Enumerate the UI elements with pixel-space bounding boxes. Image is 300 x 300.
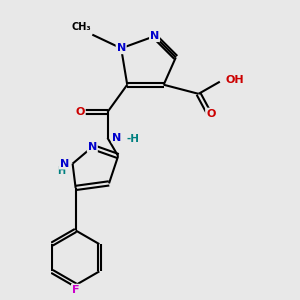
Text: O: O: [76, 107, 85, 117]
Text: F: F: [72, 285, 80, 295]
Text: OH: OH: [226, 75, 244, 85]
Text: -H: -H: [126, 134, 139, 144]
Text: N: N: [150, 31, 159, 41]
Text: CH₃: CH₃: [71, 22, 91, 32]
Text: H: H: [57, 166, 65, 176]
Text: O: O: [206, 109, 215, 118]
Text: N: N: [88, 142, 97, 152]
Text: N: N: [60, 159, 69, 169]
Text: N: N: [112, 133, 121, 143]
Text: N: N: [116, 43, 126, 53]
